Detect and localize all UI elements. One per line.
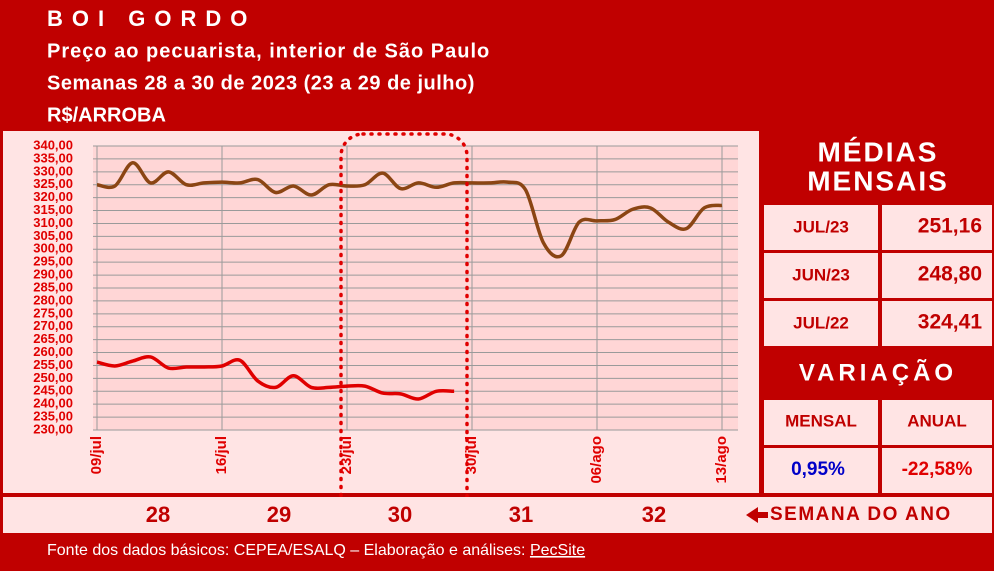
variation-value: 0,95% [791, 459, 845, 480]
series-line [96, 354, 455, 401]
cell [882, 400, 992, 445]
week-number: 30 [388, 502, 412, 527]
y-tick-label: 255,00 [33, 357, 73, 372]
week-row [3, 497, 992, 533]
week-number: 28 [146, 502, 170, 527]
period: Semanas 28 a 30 de 2023 (23 a 29 de julh… [47, 72, 475, 94]
footer-link: PecSite [530, 542, 585, 559]
y-tick-label: 340,00 [33, 137, 73, 152]
variation-label: ANUAL [907, 411, 967, 430]
averages-title: MÉDIAS [818, 136, 939, 167]
y-tick-label: 280,00 [33, 292, 73, 307]
variation-label: MENSAL [785, 411, 857, 430]
x-tick-label: 16/jul [213, 436, 230, 474]
y-tick-label: 300,00 [33, 241, 73, 256]
y-tick-label: 285,00 [33, 279, 73, 294]
y-tick-label: 235,00 [33, 409, 73, 424]
month-label: JUL/22 [793, 313, 849, 332]
week-number: 29 [267, 502, 291, 527]
arrow [746, 507, 768, 523]
week-label: SEMANA DO ANO [770, 504, 952, 525]
y-tick-label: 305,00 [33, 228, 73, 243]
y-tick-label: 250,00 [33, 370, 73, 385]
cell [764, 205, 878, 250]
subtitle: Preço ao pecuarista, interior de São Pau… [47, 40, 490, 62]
y-tick-label: 260,00 [33, 344, 73, 359]
weeks: 28 29 30 31 32 [146, 502, 666, 527]
cell [764, 400, 878, 445]
averages-title: MENSAIS [807, 165, 949, 196]
footer-text: Fonte dos dados básicos: CEPEA/ESALQ – E… [47, 542, 530, 559]
unit: R$/ARROBA [47, 104, 166, 126]
y-tick-label: 230,00 [33, 421, 73, 436]
month-value: 248,80 [918, 263, 982, 286]
x-tick-label: 06/ago [588, 436, 605, 484]
y-tick-label: 265,00 [33, 331, 73, 346]
x-tick-label: 09/jul [88, 436, 105, 474]
y-tick-label: 320,00 [33, 189, 73, 204]
cell [764, 301, 878, 346]
cell [764, 448, 878, 493]
y-tick-label: 240,00 [33, 396, 73, 411]
title: BOI GORDO [47, 6, 256, 31]
y-tick-label: 310,00 [33, 215, 73, 230]
y-tick-label: 245,00 [33, 383, 73, 398]
plot: 230,00235,00240,00245,00250,00255,00260,… [33, 137, 738, 484]
y-tick-label: 325,00 [33, 176, 73, 191]
y-tick-label: 295,00 [33, 254, 73, 269]
y-tick-label: 270,00 [33, 318, 73, 333]
y-tick-label: 275,00 [33, 305, 73, 320]
month-label: JUL/23 [793, 217, 849, 236]
y-tick-label: 335,00 [33, 150, 73, 165]
month-label: JUN/23 [792, 265, 850, 284]
y-tick-label: 330,00 [33, 163, 73, 178]
y-tick-label: 315,00 [33, 202, 73, 217]
y-tick-label: 290,00 [33, 267, 73, 282]
week-number: 31 [509, 502, 533, 527]
variation-value: -22,58% [902, 459, 973, 480]
cell [764, 253, 878, 298]
month-value: 251,16 [918, 215, 982, 238]
week-number: 32 [642, 502, 666, 527]
cell [882, 253, 992, 298]
month-value: 324,41 [918, 311, 983, 334]
cell [882, 205, 992, 250]
cell [882, 448, 992, 493]
cell [882, 301, 992, 346]
x-tick-label: 13/ago [713, 436, 730, 484]
series-line [96, 161, 723, 259]
footer: Fonte dos dados básicos: CEPEA/ESALQ – E… [47, 542, 585, 559]
averages-table: JUL/23 251,16 JUN/23 248,80 JUL/22 324,41 [764, 205, 992, 346]
variation-title: VARIAÇÃO [799, 358, 957, 386]
